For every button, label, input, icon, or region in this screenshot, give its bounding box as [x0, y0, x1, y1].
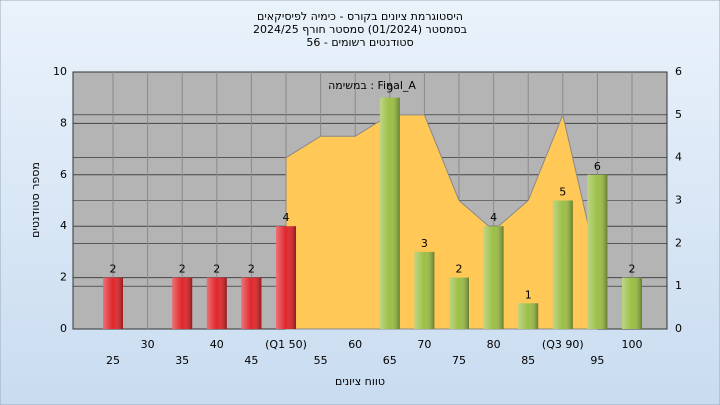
bar-shade	[483, 226, 504, 329]
y2-tick-label: 4	[675, 151, 682, 164]
data-label: 6	[594, 160, 601, 173]
data-label: 9	[386, 83, 393, 96]
y-tick-label: 6	[60, 168, 67, 181]
y-tick-label: 2	[60, 271, 67, 284]
data-label: 2	[213, 263, 220, 276]
data-label: 2	[110, 263, 117, 276]
y2-tick-label: 3	[675, 194, 682, 207]
y2-tick-label: 0	[675, 322, 682, 335]
y-tick-label: 8	[60, 116, 67, 129]
x-tick-label: 80	[487, 338, 501, 351]
bar-shade	[587, 174, 608, 329]
x-tick-label: 60	[348, 338, 362, 351]
x-tick-label: 75	[452, 354, 466, 367]
data-label: 2	[456, 263, 463, 276]
y-tick-label: 4	[60, 219, 67, 232]
x-tick-label: 95	[590, 354, 604, 367]
bar-shade	[622, 277, 642, 329]
x-tick-label: 65	[383, 354, 397, 367]
bar-shade	[518, 303, 539, 329]
chart-title: היסטוגרמת ציונים בקורס - כימיה לפיסיקאים	[257, 10, 463, 23]
y-axis-label: מספר סטודנטים	[29, 162, 42, 238]
data-label: 2	[179, 263, 186, 276]
subtitle: בסמסטר (01/2024) סמסטר חורף 2024/25	[253, 23, 467, 36]
bar-shade	[206, 277, 227, 329]
data-label: 4	[283, 211, 290, 224]
bar-shade	[552, 200, 573, 329]
subtitle: סטודנטים רשומים - 56	[306, 36, 413, 49]
bar-shade	[414, 251, 435, 329]
data-label: 2	[629, 263, 636, 276]
bar-shade	[241, 277, 262, 329]
bar-shade	[276, 226, 296, 329]
data-label: 1	[525, 288, 532, 301]
data-label: 4	[490, 211, 497, 224]
x-axis-label: טווח ציונים	[335, 375, 385, 388]
x-tick-label: 35	[175, 354, 189, 367]
x-tick-label: 40	[210, 338, 224, 351]
x-tick-label: 25	[106, 354, 120, 367]
y2-tick-label: 1	[675, 279, 682, 292]
bar-shade	[449, 277, 469, 329]
y2-tick-label: 2	[675, 236, 682, 249]
bar-shade	[172, 277, 193, 329]
y2-tick-label: 6	[675, 65, 682, 78]
x-tick-label: (Q3 90)	[542, 338, 584, 351]
bar-shade	[379, 97, 400, 329]
x-tick-label: 55	[314, 354, 328, 367]
data-label: 5	[559, 186, 566, 199]
data-label: 2	[248, 263, 255, 276]
x-tick-label: 30	[141, 338, 155, 351]
x-tick-label: 45	[244, 354, 258, 367]
y2-tick-label: 5	[675, 108, 682, 121]
x-tick-label: 100	[622, 338, 643, 351]
x-tick-label: 70	[417, 338, 431, 351]
bar-shade	[103, 277, 123, 329]
y-tick-label: 10	[53, 65, 67, 78]
annotation: במשימה : Final_A	[328, 79, 416, 92]
y-tick-label: 0	[60, 322, 67, 335]
data-label: 3	[421, 237, 428, 250]
x-tick-label: 85	[521, 354, 535, 367]
x-tick-label: (Q1 50)	[265, 338, 307, 351]
